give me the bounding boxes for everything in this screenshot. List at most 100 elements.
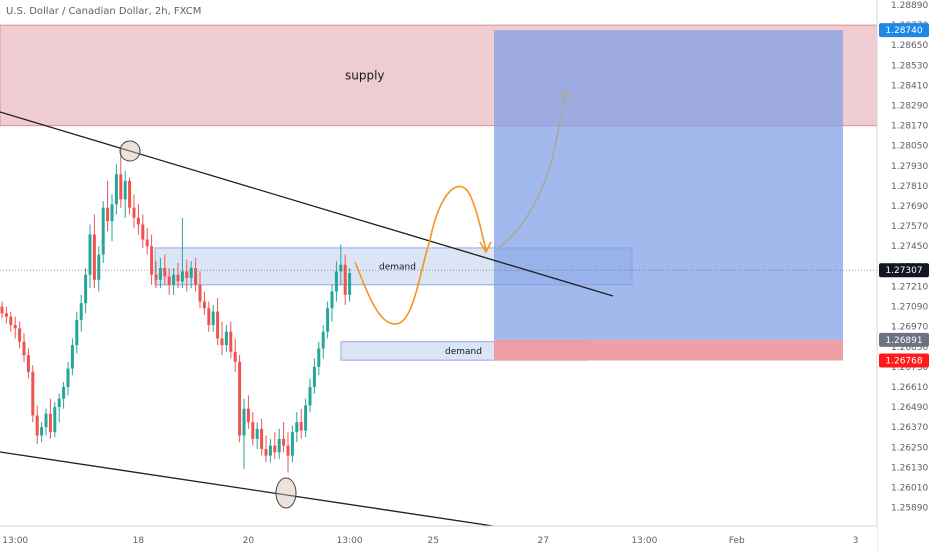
candle[interactable]: [123, 170, 127, 218]
candle[interactable]: [158, 257, 162, 289]
candle[interactable]: [198, 271, 202, 309]
stop-zone[interactable]: [494, 339, 843, 361]
candle[interactable]: [119, 147, 123, 208]
candle[interactable]: [299, 408, 303, 439]
candle[interactable]: [202, 291, 206, 315]
candle[interactable]: [282, 422, 286, 453]
candle[interactable]: [238, 355, 242, 443]
candle[interactable]: [62, 381, 66, 409]
candle[interactable]: [185, 259, 189, 292]
candle[interactable]: [321, 324, 325, 359]
candle[interactable]: [224, 324, 228, 352]
candle[interactable]: [75, 311, 79, 354]
candle[interactable]: [339, 244, 343, 285]
candle[interactable]: [79, 294, 83, 332]
candle[interactable]: [128, 177, 132, 215]
candle[interactable]: [4, 306, 8, 324]
price-badge-blue[interactable]: 1.28740: [879, 23, 929, 38]
candle[interactable]: [70, 338, 74, 376]
candle[interactable]: [304, 398, 308, 438]
candle[interactable]: [44, 408, 48, 436]
candle[interactable]: [251, 412, 255, 446]
upper-trendline[interactable]: [0, 111, 614, 297]
candle[interactable]: [22, 333, 26, 362]
candle[interactable]: [326, 301, 330, 339]
swing-high-ellipse[interactable]: [119, 140, 141, 162]
candle[interactable]: [163, 254, 167, 285]
candle[interactable]: [343, 254, 347, 305]
time-tick-label: Feb: [729, 536, 745, 546]
candle[interactable]: [216, 298, 220, 346]
candle[interactable]: [66, 361, 70, 396]
candle[interactable]: [211, 304, 215, 332]
candle[interactable]: [150, 234, 154, 285]
candle[interactable]: [273, 432, 277, 459]
candle[interactable]: [312, 358, 316, 394]
candle-body: [216, 311, 220, 339]
candle[interactable]: [0, 301, 4, 319]
candle[interactable]: [26, 348, 30, 379]
candle[interactable]: [189, 261, 193, 289]
candle-body: [286, 445, 290, 456]
candle[interactable]: [35, 405, 39, 444]
candle[interactable]: [180, 217, 184, 289]
candle[interactable]: [13, 316, 17, 339]
candle[interactable]: [242, 398, 246, 470]
lower-trendline[interactable]: [0, 451, 494, 527]
candle[interactable]: [176, 263, 180, 289]
candle[interactable]: [31, 365, 35, 423]
candle[interactable]: [97, 246, 101, 292]
candle[interactable]: [334, 261, 338, 302]
candle[interactable]: [9, 311, 13, 332]
candle[interactable]: [110, 194, 114, 242]
candle[interactable]: [194, 257, 198, 292]
candle[interactable]: [260, 418, 264, 456]
candle[interactable]: [264, 435, 268, 463]
candle[interactable]: [114, 164, 118, 215]
price-tick-label: 1.28170: [891, 122, 928, 132]
candle[interactable]: [330, 284, 334, 322]
candle[interactable]: [132, 194, 136, 228]
price-badge-dark[interactable]: 1.27307: [879, 263, 929, 278]
swing-low-ellipse[interactable]: [275, 477, 297, 509]
candle[interactable]: [172, 268, 176, 295]
candle[interactable]: [277, 428, 281, 459]
candle[interactable]: [308, 378, 312, 413]
candle[interactable]: [48, 398, 52, 439]
candle[interactable]: [348, 268, 352, 302]
gray-projection-path[interactable]: [494, 91, 567, 251]
candle[interactable]: [88, 224, 92, 289]
candle[interactable]: [53, 402, 57, 438]
candle[interactable]: [246, 395, 250, 429]
candle[interactable]: [101, 201, 105, 263]
candle[interactable]: [286, 432, 290, 473]
candle[interactable]: [167, 268, 171, 295]
candle[interactable]: [141, 214, 145, 248]
candle[interactable]: [295, 412, 299, 443]
candle[interactable]: [57, 393, 61, 423]
candle[interactable]: [317, 341, 321, 376]
orange-projection-path[interactable]: [354, 185, 487, 325]
candle[interactable]: [207, 301, 211, 332]
candle[interactable]: [255, 422, 259, 449]
candle[interactable]: [220, 321, 224, 356]
candle[interactable]: [268, 438, 272, 463]
candle[interactable]: [290, 425, 294, 463]
target-zone[interactable]: [494, 30, 843, 340]
price-badge-gray[interactable]: 1.26891: [879, 332, 929, 347]
time-tick-label: 25: [427, 536, 438, 546]
candle[interactable]: [136, 204, 140, 235]
time-axis[interactable]: [0, 526, 877, 550]
candle[interactable]: [92, 214, 96, 289]
price-badge-label: 1.26768: [885, 356, 922, 366]
candle[interactable]: [84, 268, 88, 314]
candle[interactable]: [145, 227, 149, 255]
candle[interactable]: [18, 321, 22, 349]
candle[interactable]: [106, 180, 110, 232]
candle[interactable]: [40, 422, 44, 443]
price-badge-red[interactable]: 1.26768: [879, 353, 929, 368]
candle[interactable]: [233, 338, 237, 372]
candle[interactable]: [229, 321, 233, 359]
candle[interactable]: [154, 261, 158, 289]
